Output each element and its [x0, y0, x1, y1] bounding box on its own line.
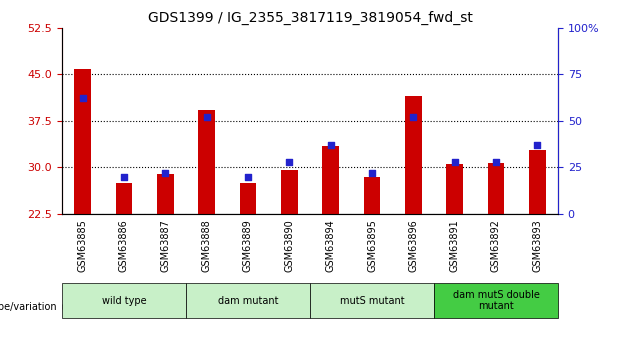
Bar — [157, 174, 174, 214]
Point — [409, 114, 419, 120]
Bar — [392, 214, 434, 279]
Bar — [476, 214, 516, 279]
Bar — [434, 283, 558, 318]
Point — [285, 159, 294, 165]
Bar — [529, 150, 546, 214]
Bar — [268, 214, 310, 279]
Bar — [228, 214, 268, 279]
Bar — [144, 214, 186, 279]
Bar — [446, 164, 463, 214]
Text: mutS mutant: mutS mutant — [340, 296, 404, 306]
Bar — [116, 183, 132, 214]
Title: GDS1399 / IG_2355_3817119_3819054_fwd_st: GDS1399 / IG_2355_3817119_3819054_fwd_st — [148, 11, 472, 25]
Bar — [488, 163, 504, 214]
Bar — [240, 183, 256, 214]
Bar — [352, 214, 392, 279]
Point — [450, 159, 459, 165]
Bar — [322, 146, 339, 214]
Text: genotype/variation: genotype/variation — [0, 302, 57, 312]
Point — [533, 142, 542, 148]
Text: dam mutS double
mutant: dam mutS double mutant — [453, 290, 539, 311]
Point — [161, 170, 171, 176]
Bar — [516, 214, 558, 279]
Bar — [198, 110, 215, 214]
Point — [491, 159, 501, 165]
Bar — [62, 283, 186, 318]
Bar — [186, 283, 310, 318]
Bar — [74, 69, 91, 214]
Bar — [186, 214, 228, 279]
Point — [367, 170, 377, 176]
Bar — [364, 177, 380, 214]
Bar — [434, 214, 476, 279]
Bar — [62, 214, 104, 279]
Text: dam mutant: dam mutant — [218, 296, 278, 306]
Point — [119, 174, 129, 179]
Point — [326, 142, 335, 148]
Text: wild type: wild type — [102, 296, 146, 306]
Point — [243, 174, 253, 179]
Bar — [281, 170, 298, 214]
Point — [202, 114, 211, 120]
Bar — [405, 96, 422, 214]
Bar — [310, 283, 434, 318]
Bar — [104, 214, 144, 279]
Bar — [310, 214, 352, 279]
Point — [78, 96, 87, 101]
